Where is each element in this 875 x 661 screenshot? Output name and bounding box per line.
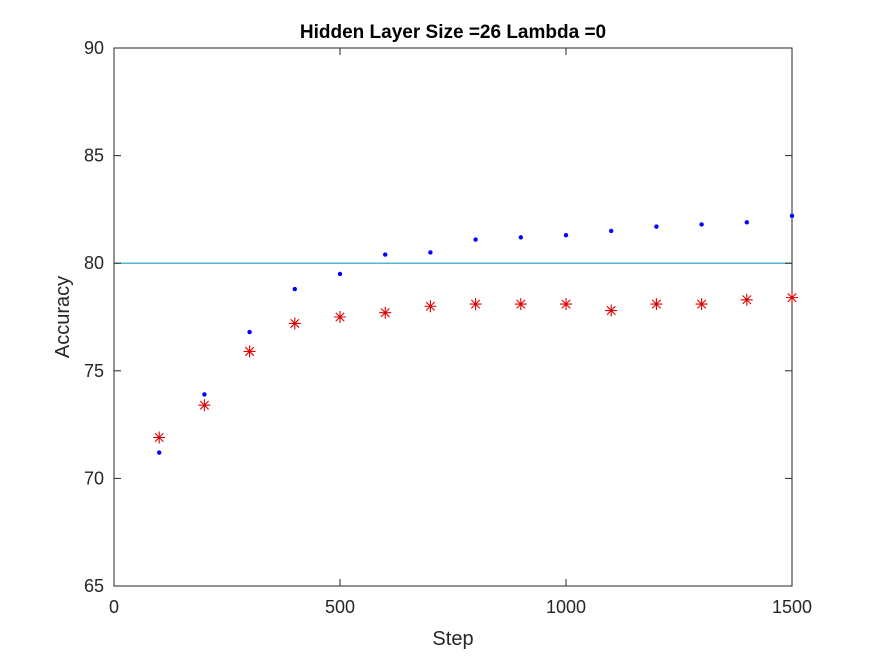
data-point-dot <box>699 222 704 227</box>
data-point-dot <box>563 233 569 238</box>
axes-box <box>113 47 793 587</box>
data-point-asterisk <box>334 311 346 323</box>
data-point-asterisk <box>198 399 211 412</box>
data-point-dot <box>518 235 523 240</box>
data-point-dot <box>247 329 252 335</box>
data-point-asterisk <box>560 298 572 311</box>
data-point-dot <box>654 224 659 229</box>
x-axis-label: Step <box>432 628 473 650</box>
x-tick-label: 1500 <box>772 597 812 617</box>
data-point-dot <box>744 220 749 225</box>
chart-title: Hidden Layer Size =26 Lambda =0 <box>300 22 606 43</box>
data-point-dot <box>473 237 478 242</box>
y-tick-label: 65 <box>84 576 104 596</box>
y-tick-label: 90 <box>84 38 104 58</box>
x-tick-label: 0 <box>109 597 119 617</box>
data-point-asterisk <box>740 293 753 306</box>
data-point-asterisk <box>288 317 301 330</box>
y-tick-label: 85 <box>84 146 104 166</box>
y-tick-label: 70 <box>84 468 104 488</box>
data-point-dot <box>337 271 343 277</box>
data-point-asterisk <box>514 298 527 311</box>
data-point-asterisk <box>650 298 663 311</box>
y-axis-label: Accuracy <box>52 276 74 358</box>
series-1 <box>153 291 798 444</box>
data-point-asterisk <box>695 298 708 311</box>
data-point-dot <box>383 252 388 257</box>
plot-area: 0 500 1000 1500 65 70 75 80 85 90 <box>84 38 812 617</box>
y-tick-label: 80 <box>84 253 104 273</box>
data-point-asterisk <box>243 345 256 358</box>
data-point-dot <box>609 228 614 234</box>
data-point-dot <box>428 250 433 255</box>
data-point-asterisk <box>424 300 437 313</box>
data-point-asterisk <box>379 306 392 319</box>
data-point-dot <box>157 450 162 455</box>
data-point-dot <box>292 286 297 292</box>
data-point-asterisk <box>786 291 798 304</box>
series-0 <box>157 213 795 455</box>
x-tick-label: 500 <box>325 597 355 617</box>
y-tick-label: 75 <box>84 361 104 381</box>
data-point-asterisk <box>605 304 618 317</box>
data-point-dot <box>789 213 795 219</box>
data-point-asterisk <box>469 298 482 311</box>
x-tick-label: 1000 <box>546 597 586 617</box>
data-point-asterisk <box>153 431 166 444</box>
data-point-dot <box>202 392 207 397</box>
